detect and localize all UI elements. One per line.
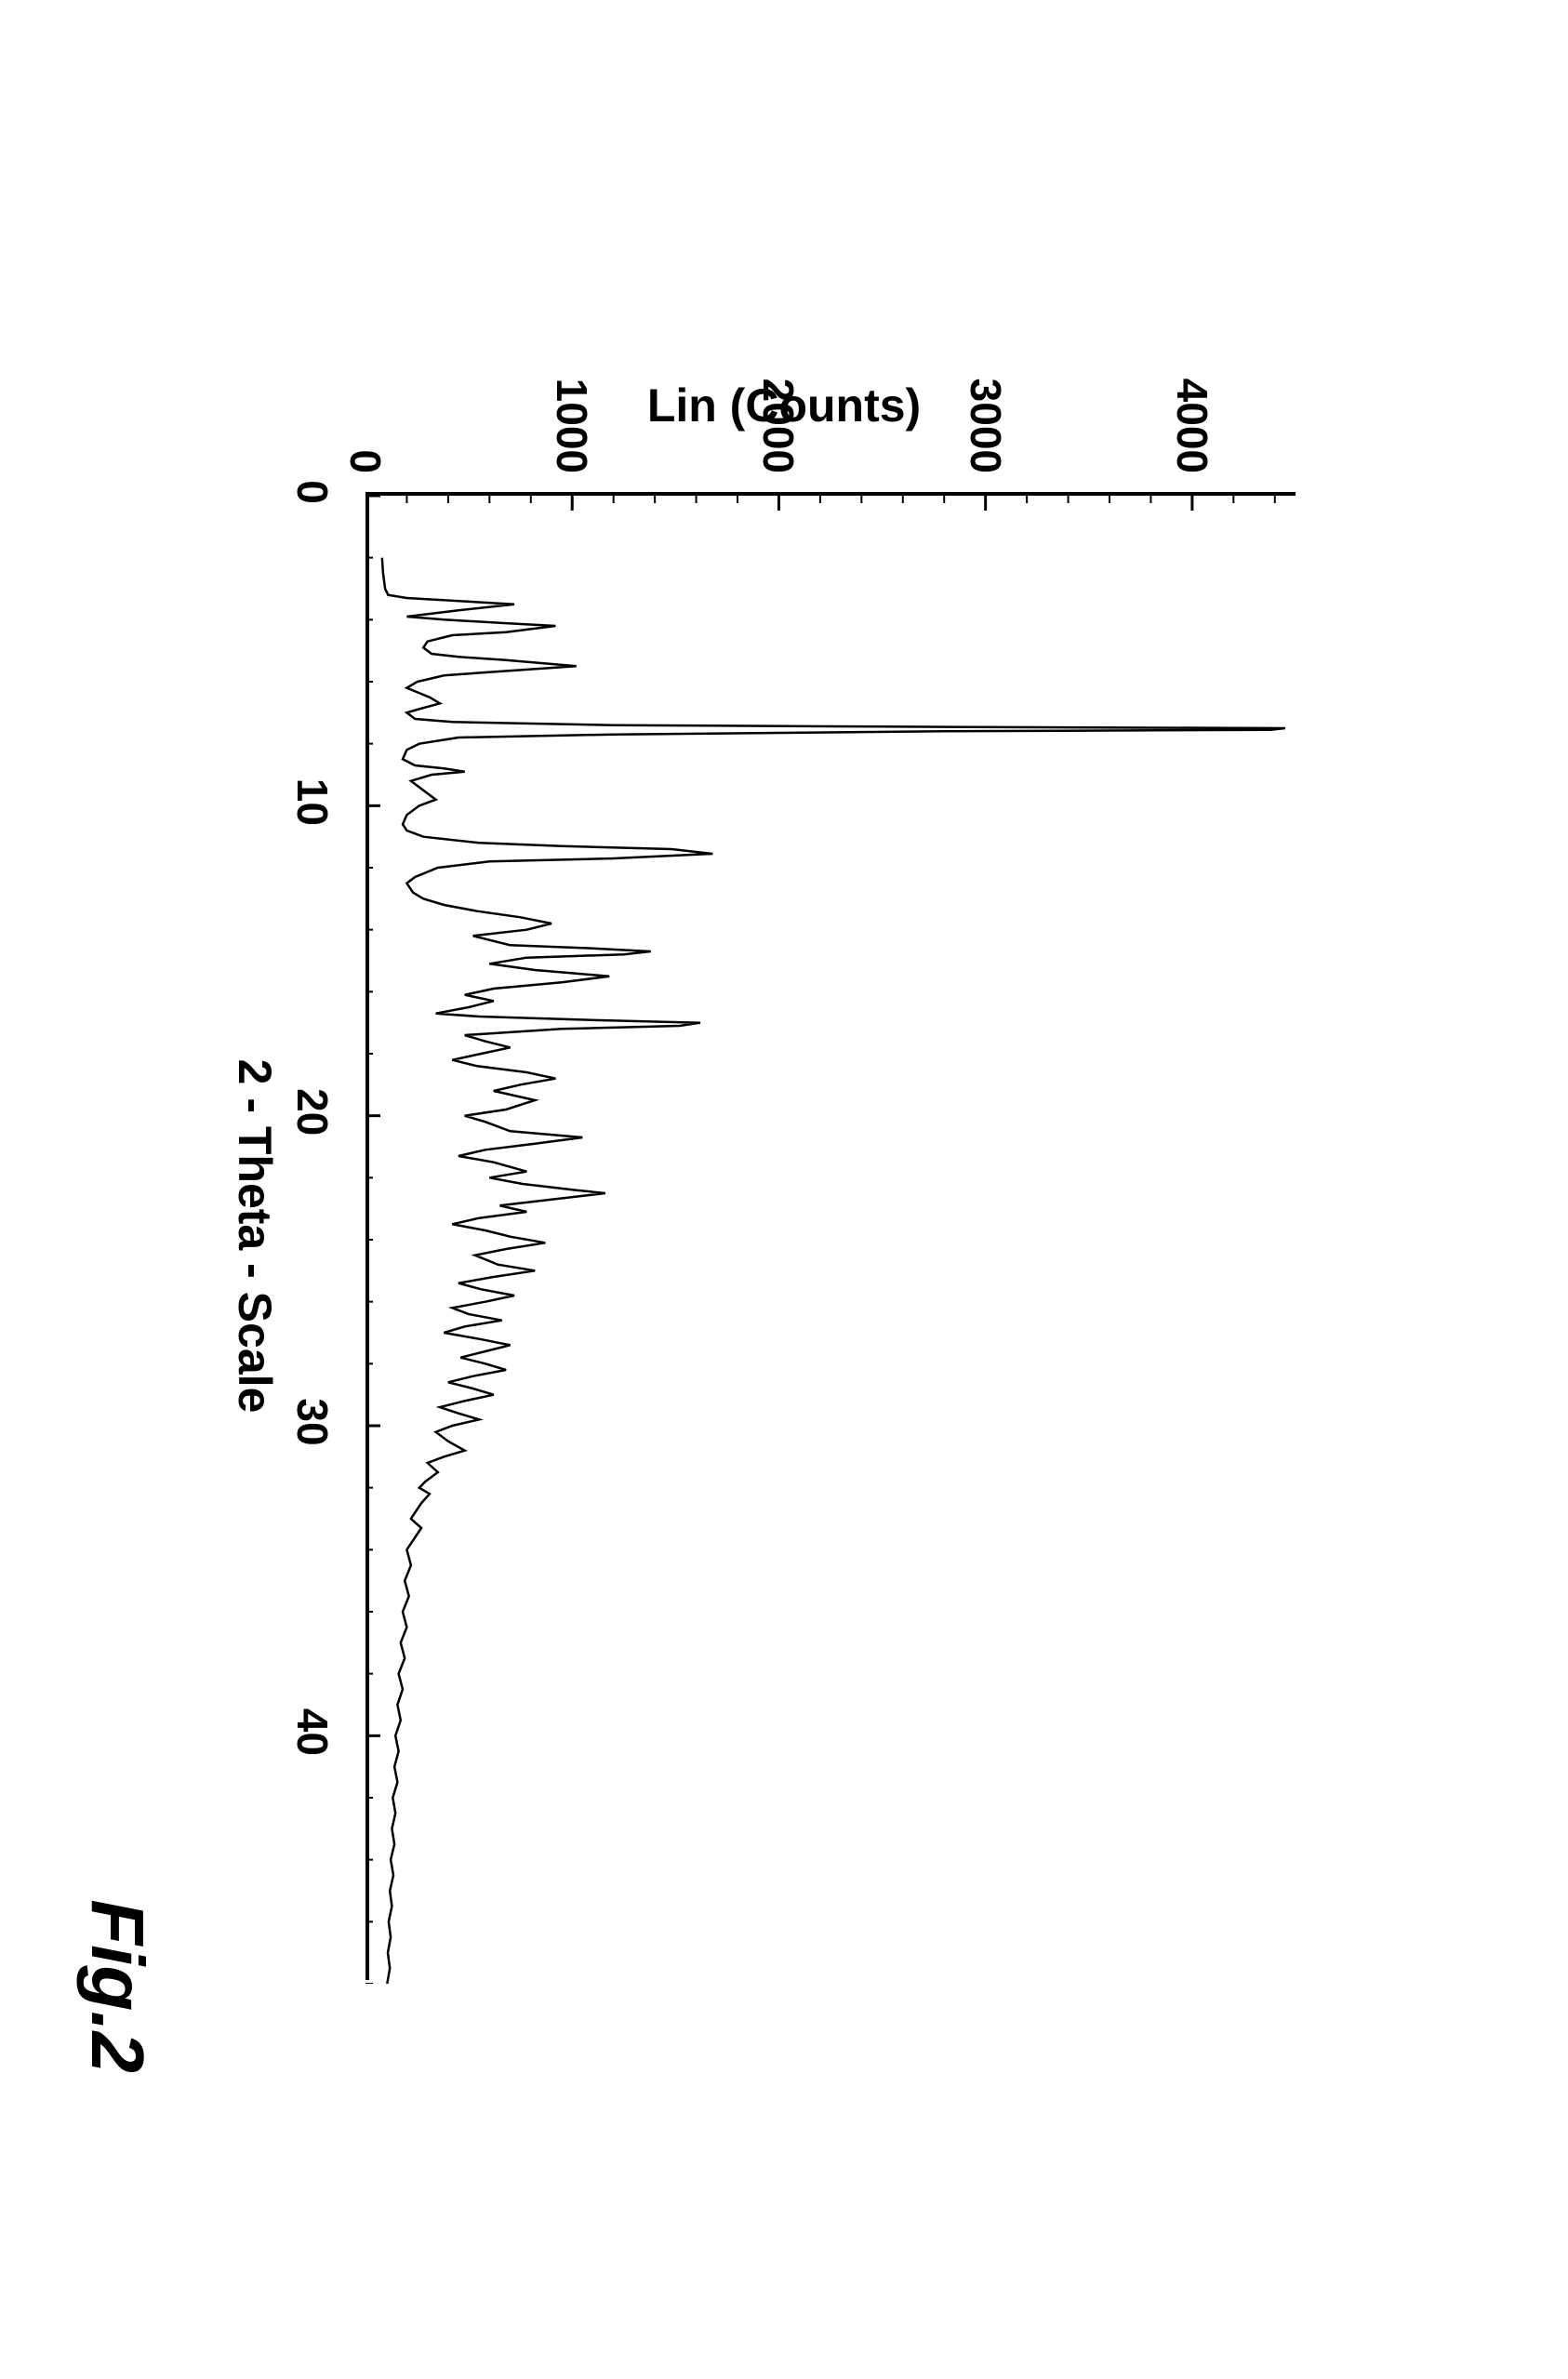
xrd-plot-svg <box>365 496 1296 1984</box>
y-tick-label: 0 <box>340 449 391 473</box>
x-tick-label: 0 <box>287 480 338 504</box>
xrd-data-line <box>382 558 1285 1984</box>
x-tick-label: 10 <box>287 778 338 826</box>
y-axis-tick-container: 01000200030004000 <box>365 352 1296 483</box>
y-tick-label: 1000 <box>547 379 597 473</box>
y-tick-label: 2000 <box>753 379 804 473</box>
x-tick-label: 30 <box>287 1398 338 1445</box>
x-axis-label: 2 - Theta - Scale <box>228 492 282 1980</box>
y-tick-label: 4000 <box>1167 379 1217 473</box>
x-axis-tick-container: 010203040 <box>291 492 365 1980</box>
page-container: Lin (Counts) 01000200030004000 010203040… <box>0 232 1568 2147</box>
x-tick-label: 40 <box>287 1708 338 1756</box>
chart-wrapper: Lin (Counts) 01000200030004000 010203040… <box>272 306 1296 2073</box>
figure-label: Fig.2 <box>74 1899 160 2073</box>
x-tick-label: 20 <box>287 1088 338 1136</box>
plot-area <box>365 492 1296 1980</box>
y-tick-label: 3000 <box>961 379 1011 473</box>
